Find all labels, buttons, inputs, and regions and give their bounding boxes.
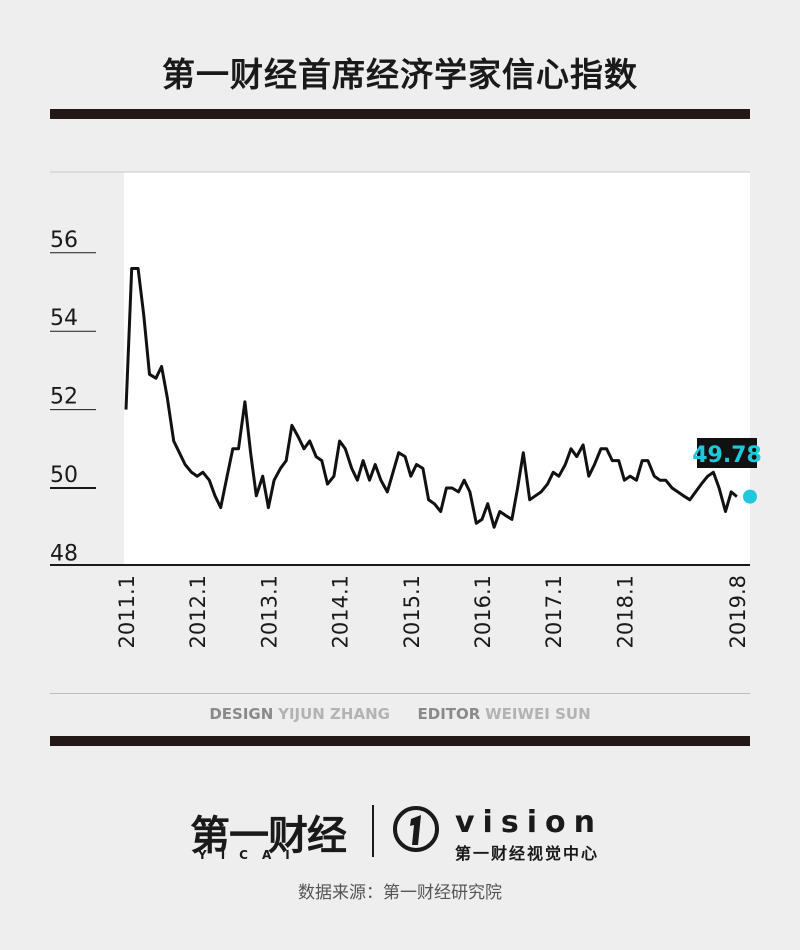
vision-logo-word: vision [455, 805, 603, 840]
line-chart: 48 50 52 54 56 2011.1 2012.1 2013.1 2014.1 2015.1… [50, 171, 762, 648]
yicai-logo-sub: YICAI [198, 848, 304, 862]
x-tick-label: 2011.1 [115, 575, 139, 648]
y-tick-label: 56 [50, 228, 78, 253]
logo-divider [372, 805, 374, 857]
editor-key: EDITOR [417, 705, 481, 723]
chart-title: 第一财经首席经济学家信心指数 [162, 55, 638, 94]
y-tick-label: 48 [50, 541, 78, 566]
title-underline-bar [50, 109, 750, 119]
x-tick-label: 2013.1 [257, 575, 281, 648]
logo-row: 第一财经 YICAI vision 第一财经视觉中心 [0, 795, 800, 865]
design-key: DESIGN [209, 705, 274, 723]
y-tick-label: 54 [50, 306, 78, 331]
x-tick-label: 2019.8 [726, 575, 750, 648]
editor-name: WEIWEI SUN [485, 705, 591, 723]
vision-one-icon [393, 806, 439, 852]
x-tick-label: 2015.1 [400, 575, 424, 648]
data-source: 数据来源：第一财经研究院 [298, 883, 502, 903]
series-line [124, 267, 738, 529]
latest-value-label: 49.78 [692, 443, 762, 468]
footer-divider [50, 693, 750, 694]
footer-bar [50, 736, 750, 746]
x-tick-label: 2012.1 [186, 575, 210, 648]
plot-area [124, 172, 750, 565]
latest-value-label-bg [697, 438, 757, 468]
yicai-logo: 第一财经 [190, 813, 347, 859]
x-tick-label: 2017.1 [542, 575, 566, 648]
x-tick-label: 2014.1 [329, 575, 353, 648]
latest-point [743, 489, 757, 504]
vision-logo-sub: 第一财经视觉中心 [455, 844, 600, 863]
y-tick-label: 52 [50, 385, 78, 410]
x-tick-label: 2018.1 [613, 575, 637, 648]
x-tick-label: 2016.1 [471, 575, 495, 648]
design-name: YIJUN ZHANG [278, 705, 390, 723]
y-tick-label: 50 [50, 463, 78, 488]
credits: DESIGN YIJUN ZHANG EDITOR WEIWEI SUN [0, 705, 800, 723]
